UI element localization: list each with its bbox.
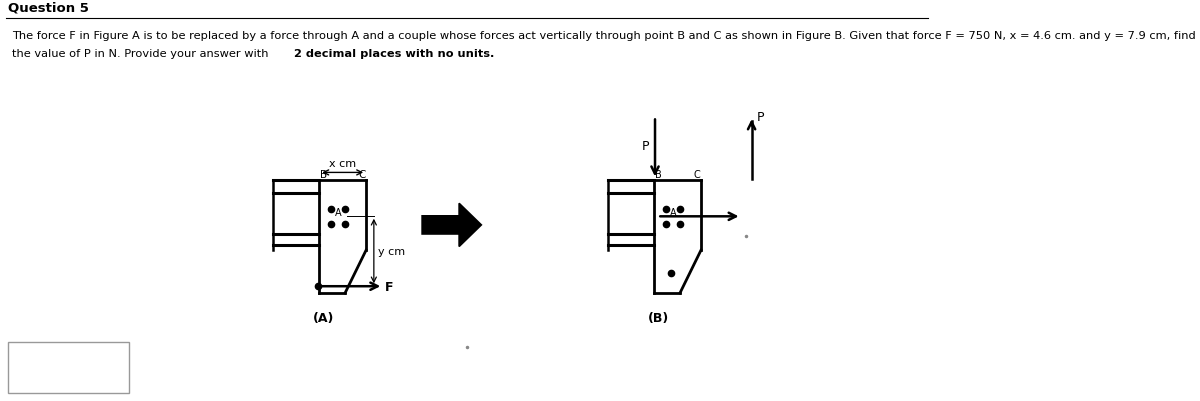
Text: y cm: y cm bbox=[378, 246, 404, 256]
Text: A: A bbox=[335, 208, 342, 218]
Text: P: P bbox=[641, 140, 649, 153]
Text: (B): (B) bbox=[648, 311, 670, 324]
Text: B: B bbox=[655, 170, 661, 180]
Text: The force F in Figure A is to be replaced by a force through A and a couple whos: The force F in Figure A is to be replace… bbox=[12, 31, 1195, 41]
Text: A: A bbox=[670, 208, 677, 218]
Bar bbox=[7, 342, 128, 393]
Text: (A): (A) bbox=[313, 311, 335, 324]
Polygon shape bbox=[422, 204, 481, 247]
Text: Question 5: Question 5 bbox=[7, 2, 89, 14]
Text: x cm: x cm bbox=[329, 159, 356, 169]
Text: F: F bbox=[385, 280, 394, 293]
Text: the value of P in N. Provide your answer with: the value of P in N. Provide your answer… bbox=[12, 49, 272, 59]
Text: P: P bbox=[756, 111, 763, 124]
Text: B: B bbox=[320, 170, 328, 180]
Text: 2 decimal places with no units.: 2 decimal places with no units. bbox=[294, 49, 494, 59]
Text: C: C bbox=[694, 170, 700, 180]
Text: C: C bbox=[358, 170, 365, 180]
